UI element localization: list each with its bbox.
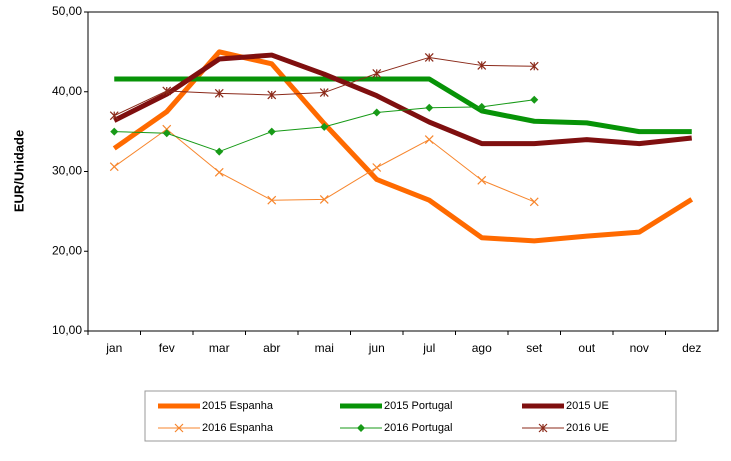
y-tick-label: 30,00 (52, 164, 82, 178)
x-tick-label: jul (422, 341, 435, 355)
marker (530, 95, 539, 104)
legend-label: 2015 Espanha (202, 400, 274, 412)
marker (110, 127, 119, 136)
y-tick-label: 50,00 (52, 4, 82, 18)
legend-label: 2015 Portugal (384, 400, 453, 412)
marker (529, 61, 539, 71)
marker (162, 86, 172, 96)
marker (214, 88, 224, 98)
marker (267, 127, 276, 136)
marker (372, 163, 382, 172)
marker (320, 122, 329, 131)
marker (267, 195, 277, 205)
marker (109, 162, 119, 172)
marker (214, 167, 224, 177)
marker (319, 194, 329, 204)
x-tick-label: ago (472, 341, 492, 355)
x-tick-label: jan (105, 341, 122, 355)
y-tick-label: 10,00 (52, 323, 82, 337)
marker (357, 424, 365, 432)
x-tick-label: mai (315, 341, 334, 355)
marker (425, 103, 434, 112)
x-tick-label: fev (159, 341, 175, 355)
marker (215, 147, 224, 156)
x-tick-label: out (578, 341, 595, 355)
x-tick-label: jun (368, 341, 385, 355)
x-tick-label: dez (682, 341, 701, 355)
marker (372, 108, 381, 117)
x-tick-label: set (526, 341, 543, 355)
marker (424, 53, 434, 62)
marker (372, 68, 382, 78)
marker (162, 129, 171, 138)
marker (477, 102, 486, 111)
marker (529, 197, 539, 207)
series-line (112, 49, 694, 244)
y-axis-label: EUR/Unidade (11, 130, 26, 212)
marker (174, 423, 184, 433)
marker (477, 175, 487, 185)
series-line (114, 76, 692, 135)
legend-label: 2015 UE (566, 400, 609, 412)
marker (109, 111, 119, 121)
legend-label: 2016 Espanha (202, 422, 274, 434)
x-tick-label: nov (630, 341, 649, 355)
marker (477, 61, 487, 70)
x-tick-label: mar (209, 341, 230, 355)
plot-area (87, 11, 719, 332)
marker (267, 90, 277, 100)
series-line (113, 52, 693, 147)
legend-label: 2016 UE (566, 422, 609, 434)
marker (424, 135, 434, 145)
x-tick-label: abr (263, 341, 280, 355)
marker (319, 88, 329, 97)
y-tick-label: 20,00 (52, 243, 82, 257)
y-tick-label: 40,00 (52, 84, 82, 98)
legend-label: 2016 Portugal (384, 422, 453, 434)
legend (144, 390, 677, 442)
marker (538, 423, 548, 433)
